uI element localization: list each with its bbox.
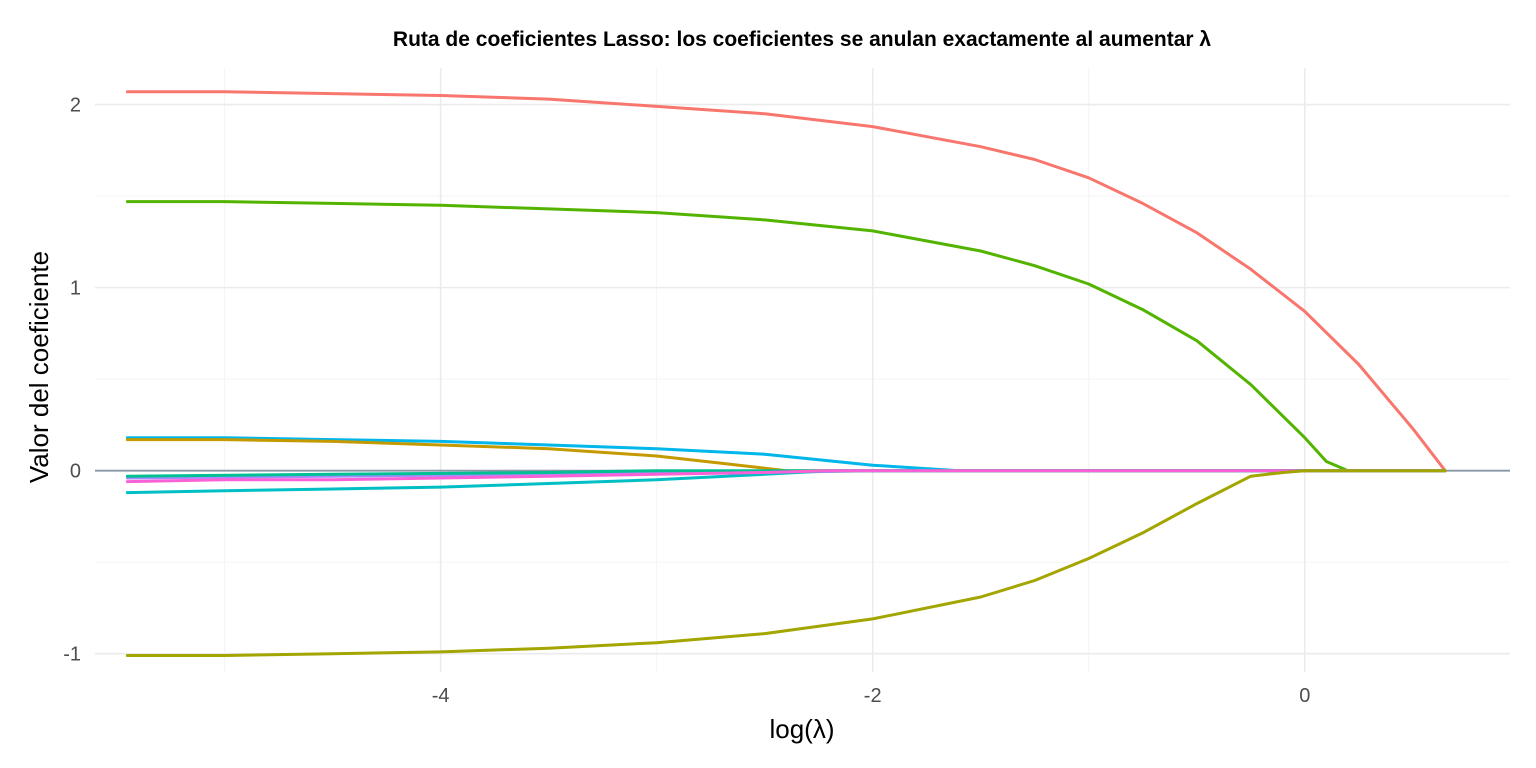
coefficient-path-line-8 xyxy=(125,469,1447,484)
coefficient-path-line-1 xyxy=(125,90,1447,473)
coefficient-path-line-4 xyxy=(125,436,1447,473)
x-tick-label: 0 xyxy=(1299,685,1310,707)
tick-labels: -4 -2 0 -1 0 1 2 xyxy=(63,95,1310,707)
y-axis-title: Valor del coeficiente xyxy=(24,251,54,483)
x-axis-title: log(λ) xyxy=(769,714,834,744)
y-tick-label: 2 xyxy=(70,95,81,117)
y-tick-label: 1 xyxy=(70,278,81,300)
y-tick-label: 0 xyxy=(70,461,81,483)
coefficient-path-line-2 xyxy=(125,200,1350,473)
series-group xyxy=(125,90,1447,657)
chart-title: Ruta de coeficientes Lasso: los coeficie… xyxy=(393,28,1211,51)
coefficient-path-line-5 xyxy=(125,438,1447,473)
grid xyxy=(95,68,1510,672)
x-tick-label: -2 xyxy=(864,685,882,707)
y-tick-label: -1 xyxy=(63,644,81,666)
coefficient-path-line-9 xyxy=(125,469,1447,657)
x-tick-label: -4 xyxy=(432,685,450,707)
